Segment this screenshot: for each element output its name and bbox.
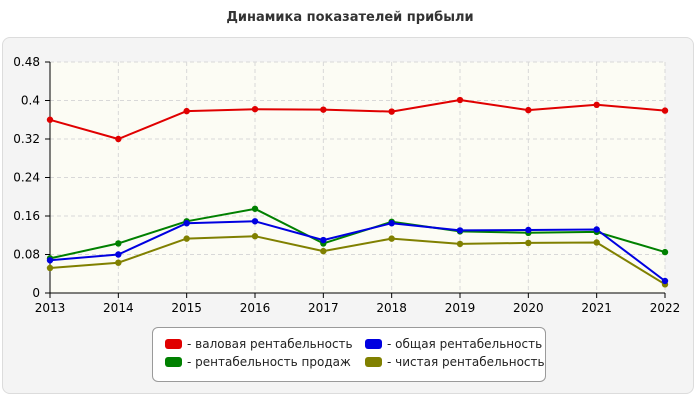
legend-swatch-sales [165, 357, 182, 367]
series-point-0 [320, 106, 327, 113]
series-line-3 [49, 235, 666, 286]
series-point-1 [456, 227, 464, 234]
series-point-3 [525, 239, 532, 247]
x-tick-label: 2015 [171, 301, 202, 315]
series-point-1 [46, 257, 54, 264]
legend-label-total: - общая рентабельность [387, 337, 543, 351]
series-point-1 [251, 218, 259, 225]
series-point-3 [183, 235, 190, 242]
y-tick-label: 0.08 [13, 248, 40, 262]
series-point-3 [115, 259, 122, 266]
series-point-0 [388, 108, 395, 115]
series-point-0 [183, 107, 190, 115]
legend-swatch-gross [165, 339, 182, 349]
series-point-3 [320, 247, 327, 255]
series-point-1 [525, 226, 532, 234]
series-point-0 [115, 135, 122, 143]
series-point-1 [388, 220, 395, 227]
series-line-0 [49, 99, 666, 140]
series-point-2 [661, 248, 669, 256]
series-point-0 [525, 106, 532, 114]
series-point-0 [251, 105, 259, 113]
series-point-3 [593, 239, 600, 246]
series-point-2 [115, 240, 122, 247]
x-tick-label: 2022 [650, 301, 681, 315]
series-point-0 [46, 116, 54, 123]
y-tick-label: 0.4 [21, 94, 40, 108]
series-point-1 [320, 236, 327, 244]
series-point-3 [46, 264, 54, 272]
y-tick-label: 0.24 [13, 171, 40, 185]
chart-legend: - валовая рентабельность - общая рентабе… [152, 327, 546, 382]
series-point-3 [251, 233, 259, 240]
y-tick-label: 0 [32, 286, 40, 300]
x-tick-label: 2019 [445, 301, 476, 315]
series-point-0 [456, 96, 464, 104]
series-point-2 [251, 205, 259, 212]
x-tick-label: 2014 [103, 301, 134, 315]
legend-label-sales: - рентабельность продаж [187, 355, 351, 369]
y-tick-label: 0.48 [13, 55, 40, 69]
legend-swatch-net [365, 357, 382, 367]
chart-title: Динамика показателей прибыли [226, 10, 474, 25]
series-point-0 [593, 101, 600, 109]
x-tick-label: 2017 [308, 301, 339, 315]
series-point-1 [183, 220, 190, 227]
series-line-1 [49, 220, 666, 282]
series-point-1 [115, 251, 122, 258]
legend-label-gross: - валовая рентабельность [187, 337, 353, 351]
y-tick-label: 0.32 [13, 132, 40, 146]
series-point-1 [593, 226, 600, 233]
x-tick-label: 2021 [581, 301, 612, 315]
x-tick-label: 2018 [376, 301, 407, 315]
series-point-3 [388, 235, 395, 242]
legend-swatch-total [365, 339, 382, 349]
series-point-0 [661, 107, 669, 114]
x-tick-label: 2020 [513, 301, 544, 315]
y-tick-label: 0.16 [13, 209, 40, 223]
series-point-1 [661, 277, 669, 285]
x-tick-label: 2013 [35, 301, 66, 315]
series-point-3 [456, 240, 464, 248]
x-tick-label: 2016 [240, 301, 271, 315]
legend-label-net: - чистая рентабельность [387, 355, 545, 369]
